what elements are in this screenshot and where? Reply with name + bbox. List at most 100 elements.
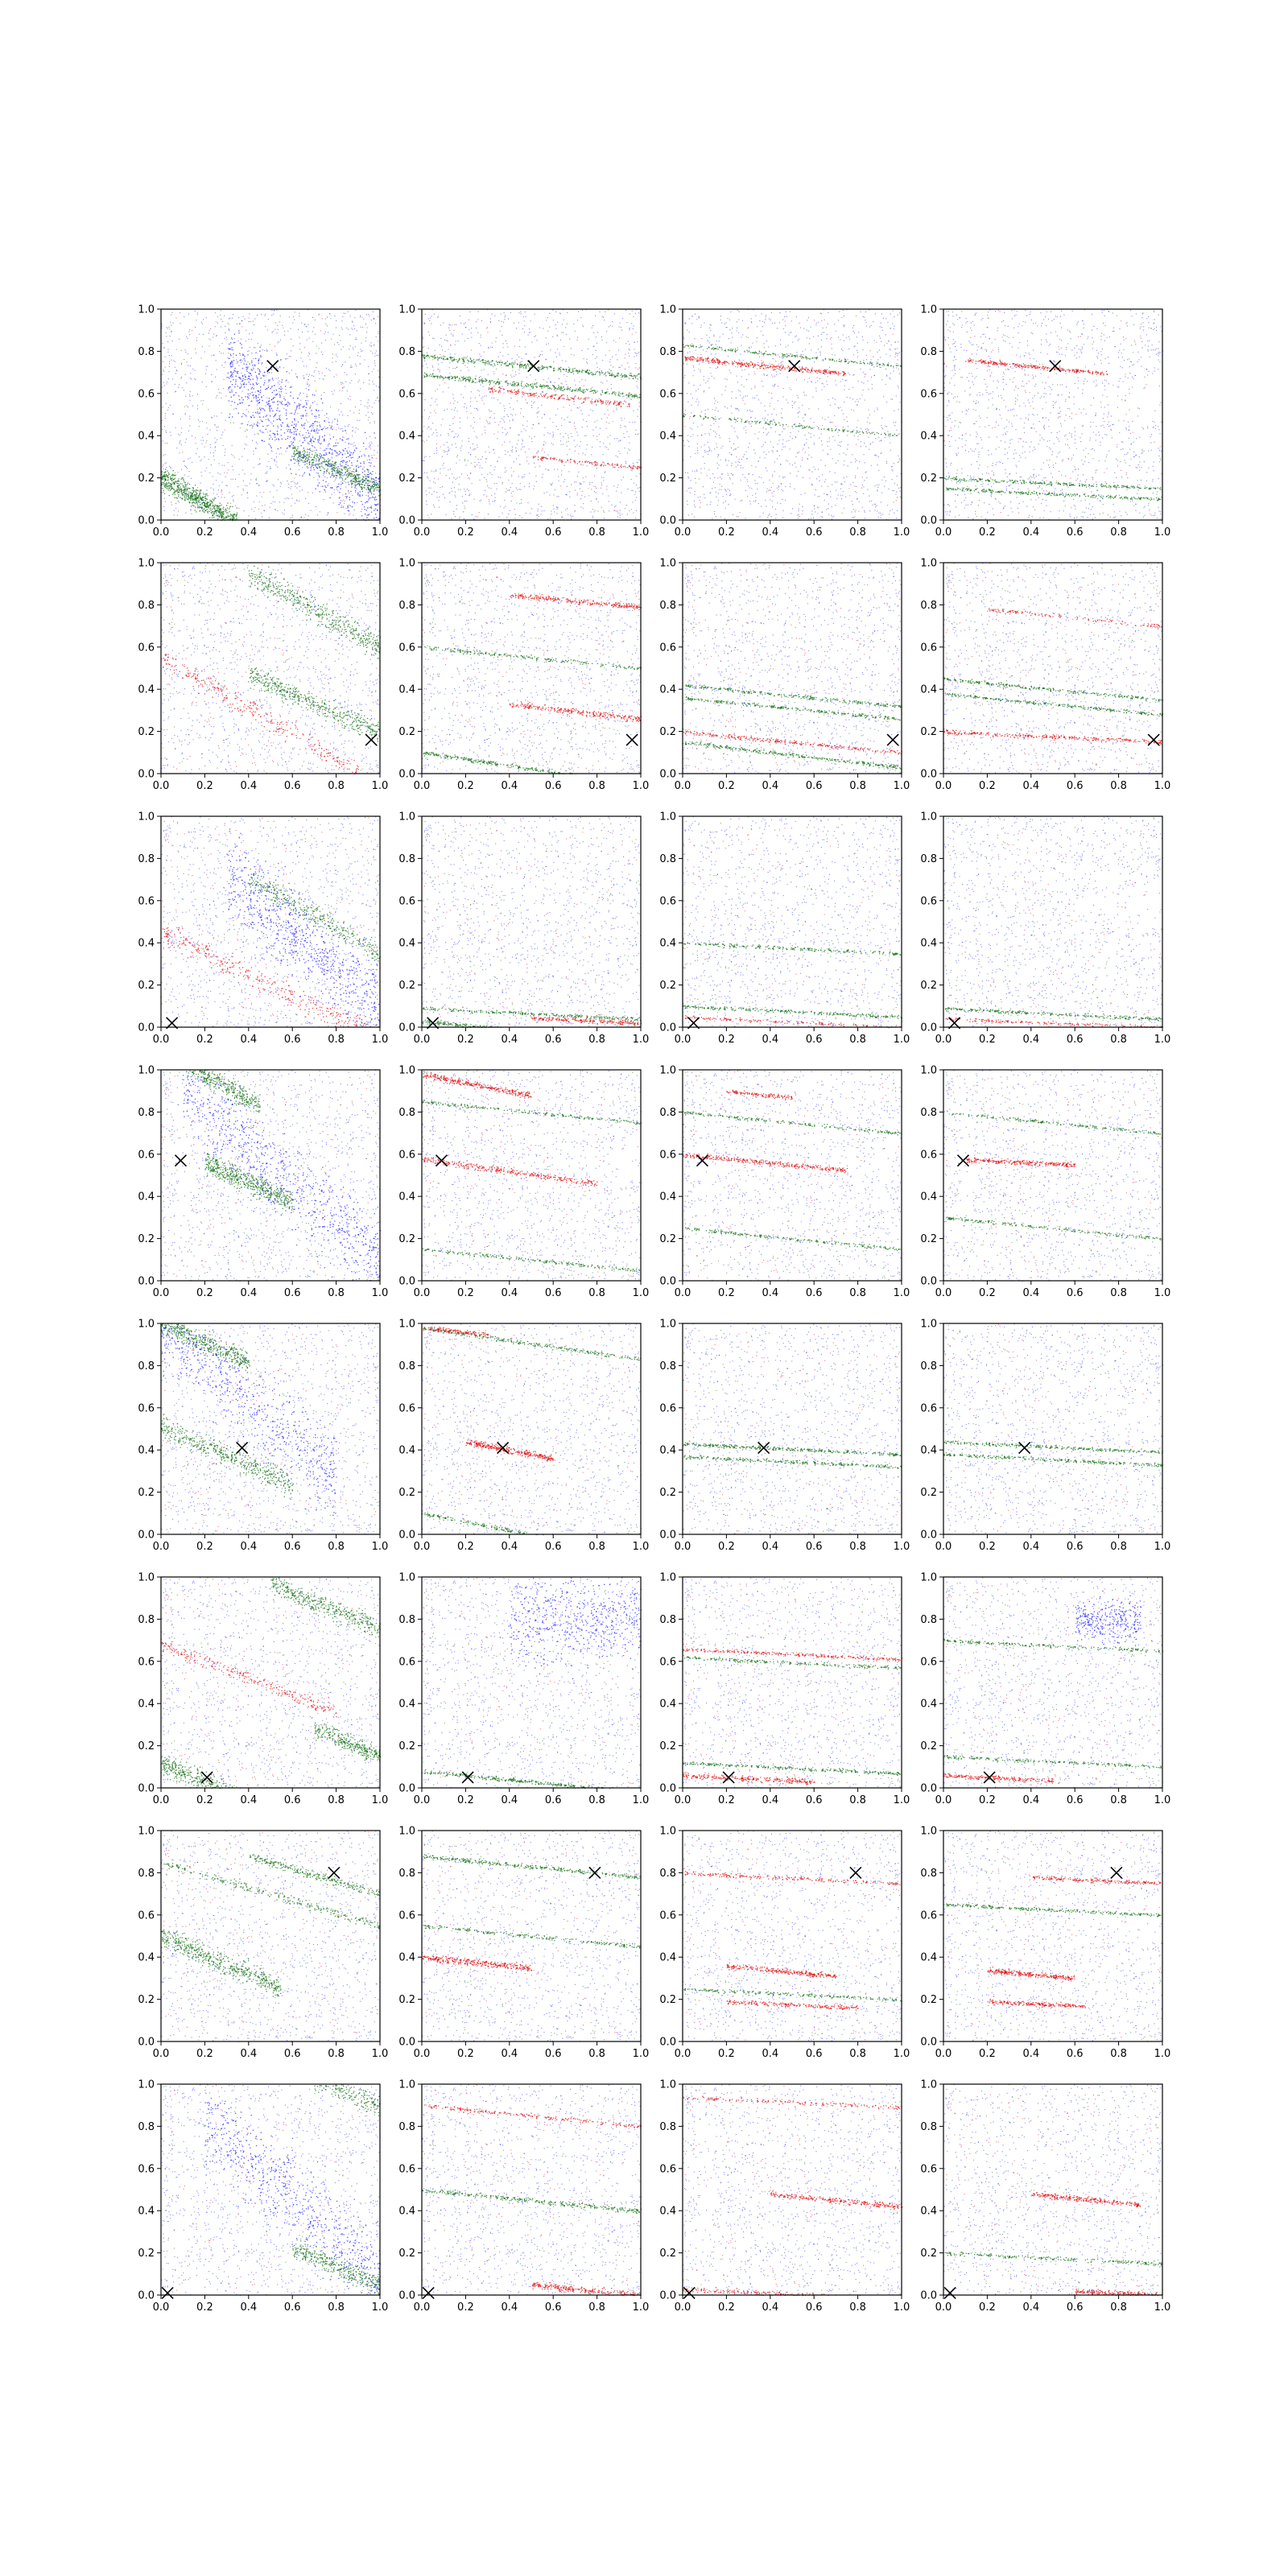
point	[242, 423, 243, 424]
point	[276, 378, 277, 379]
point	[221, 413, 222, 414]
point	[164, 498, 165, 499]
point	[264, 350, 265, 351]
point	[181, 469, 182, 470]
point	[333, 334, 334, 335]
point	[249, 333, 250, 334]
point	[374, 480, 375, 481]
point	[192, 395, 193, 396]
point	[278, 382, 279, 383]
point	[267, 453, 268, 454]
point	[269, 403, 270, 404]
point	[361, 343, 362, 344]
point	[202, 404, 203, 405]
point	[334, 376, 335, 377]
point	[290, 403, 291, 404]
background-points	[161, 309, 381, 521]
point	[262, 349, 263, 350]
point	[207, 365, 208, 366]
point	[348, 415, 349, 416]
point	[321, 443, 322, 444]
point	[242, 469, 243, 470]
point	[244, 473, 245, 474]
point	[285, 498, 286, 499]
point	[298, 329, 299, 330]
point	[209, 330, 210, 331]
point	[190, 400, 191, 401]
point	[164, 385, 165, 386]
point	[366, 314, 367, 315]
point	[246, 444, 247, 445]
point	[364, 359, 365, 360]
point	[304, 347, 305, 348]
point	[271, 315, 272, 316]
point	[227, 485, 228, 486]
point	[273, 380, 274, 381]
point	[315, 381, 316, 382]
point	[224, 379, 225, 380]
point	[359, 410, 360, 411]
point	[249, 515, 250, 516]
point	[168, 407, 169, 408]
point	[216, 442, 217, 443]
point	[206, 442, 207, 443]
point	[167, 410, 168, 411]
point	[252, 440, 253, 441]
point	[210, 444, 211, 445]
point	[222, 321, 223, 322]
scatter-panel-r1-c1: 0.0 0.2 0.4 0.6 0.8 1.00.00.20.40.60.81.0	[138, 304, 388, 539]
point	[338, 428, 339, 429]
point	[289, 356, 290, 357]
point	[222, 432, 223, 433]
point	[168, 327, 169, 328]
point	[247, 497, 248, 498]
point	[191, 357, 192, 358]
point	[312, 331, 313, 332]
point	[222, 508, 223, 509]
point	[185, 374, 186, 375]
point	[166, 467, 167, 468]
point	[258, 464, 259, 465]
point	[369, 436, 370, 437]
point	[213, 334, 214, 335]
point	[357, 458, 358, 459]
point	[326, 417, 327, 418]
point	[203, 400, 204, 401]
point	[324, 333, 325, 334]
point	[217, 323, 218, 324]
point	[299, 490, 300, 491]
point	[323, 499, 324, 500]
point	[281, 484, 282, 485]
point	[200, 483, 201, 484]
point	[258, 509, 259, 510]
point	[312, 341, 313, 342]
point	[258, 383, 259, 384]
point	[228, 323, 229, 324]
point	[268, 425, 269, 426]
point	[263, 395, 264, 396]
point	[303, 393, 304, 394]
point	[284, 335, 285, 336]
point	[225, 395, 226, 396]
point	[247, 430, 248, 431]
point	[335, 480, 336, 481]
point	[244, 382, 245, 383]
point	[175, 503, 176, 504]
point	[345, 496, 346, 497]
point	[364, 454, 365, 455]
point	[181, 444, 182, 445]
point	[359, 413, 360, 414]
point	[314, 372, 315, 373]
point	[169, 355, 170, 356]
point	[178, 387, 179, 388]
point	[316, 346, 317, 347]
point	[177, 515, 178, 516]
point	[268, 319, 269, 320]
point	[376, 350, 377, 351]
point	[170, 467, 171, 468]
point	[261, 513, 262, 514]
point	[374, 363, 375, 364]
point	[232, 339, 233, 340]
point	[263, 492, 264, 493]
